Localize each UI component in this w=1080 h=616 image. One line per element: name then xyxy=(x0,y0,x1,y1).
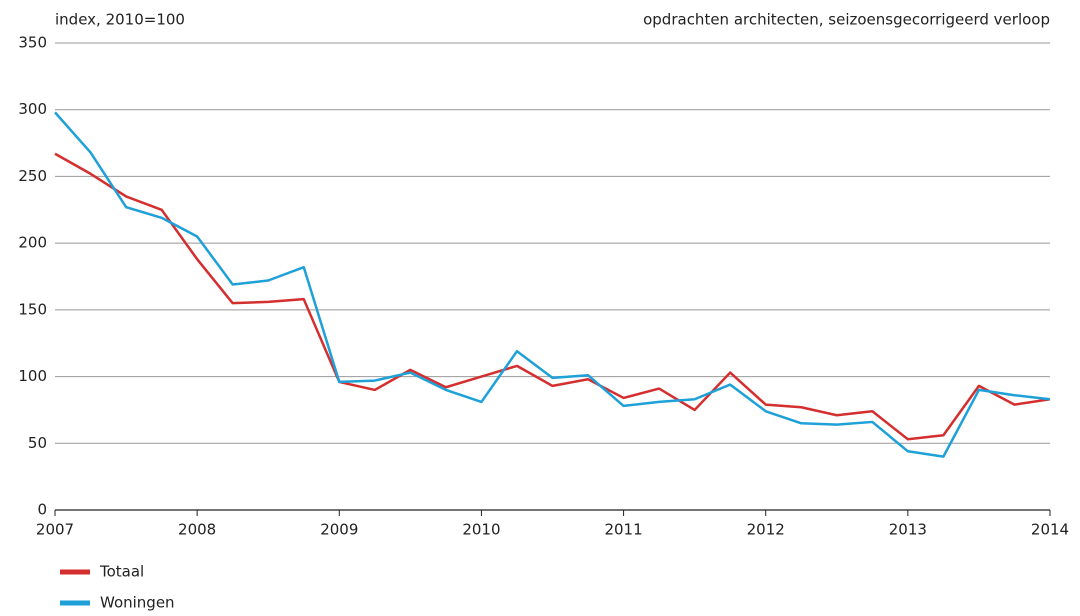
data-line xyxy=(54,152,1051,441)
y-tick-label: 350 xyxy=(18,34,47,52)
x-tick-label: 2009 xyxy=(320,521,358,539)
legend-label: Woningen xyxy=(100,594,175,612)
x-tick-label: 2007 xyxy=(36,521,74,539)
y-tick-label: 200 xyxy=(18,234,47,252)
y-tick-label: 250 xyxy=(18,167,47,185)
y-tick-label: 50 xyxy=(28,434,47,452)
legend-swatch xyxy=(60,569,90,575)
data-line xyxy=(54,111,1051,458)
legend-swatch xyxy=(60,600,90,606)
x-tick-label: 2008 xyxy=(178,521,216,539)
y-tick-label: 0 xyxy=(37,501,47,519)
x-tick-label: 2013 xyxy=(889,521,927,539)
y-tick-label: 100 xyxy=(18,367,47,385)
x-tick-label: 2010 xyxy=(462,521,500,539)
y-tick-label: 150 xyxy=(18,300,47,318)
y-axis-label: index, 2010=100 xyxy=(55,11,185,29)
chart-title: opdrachten architecten, seizoensgecorrig… xyxy=(643,11,1050,29)
y-tick-label: 300 xyxy=(18,100,47,118)
legend-label: Totaal xyxy=(99,563,144,581)
x-tick-label: 2012 xyxy=(747,521,785,539)
x-tick-label: 2014 xyxy=(1031,521,1069,539)
x-tick-label: 2011 xyxy=(604,521,642,539)
